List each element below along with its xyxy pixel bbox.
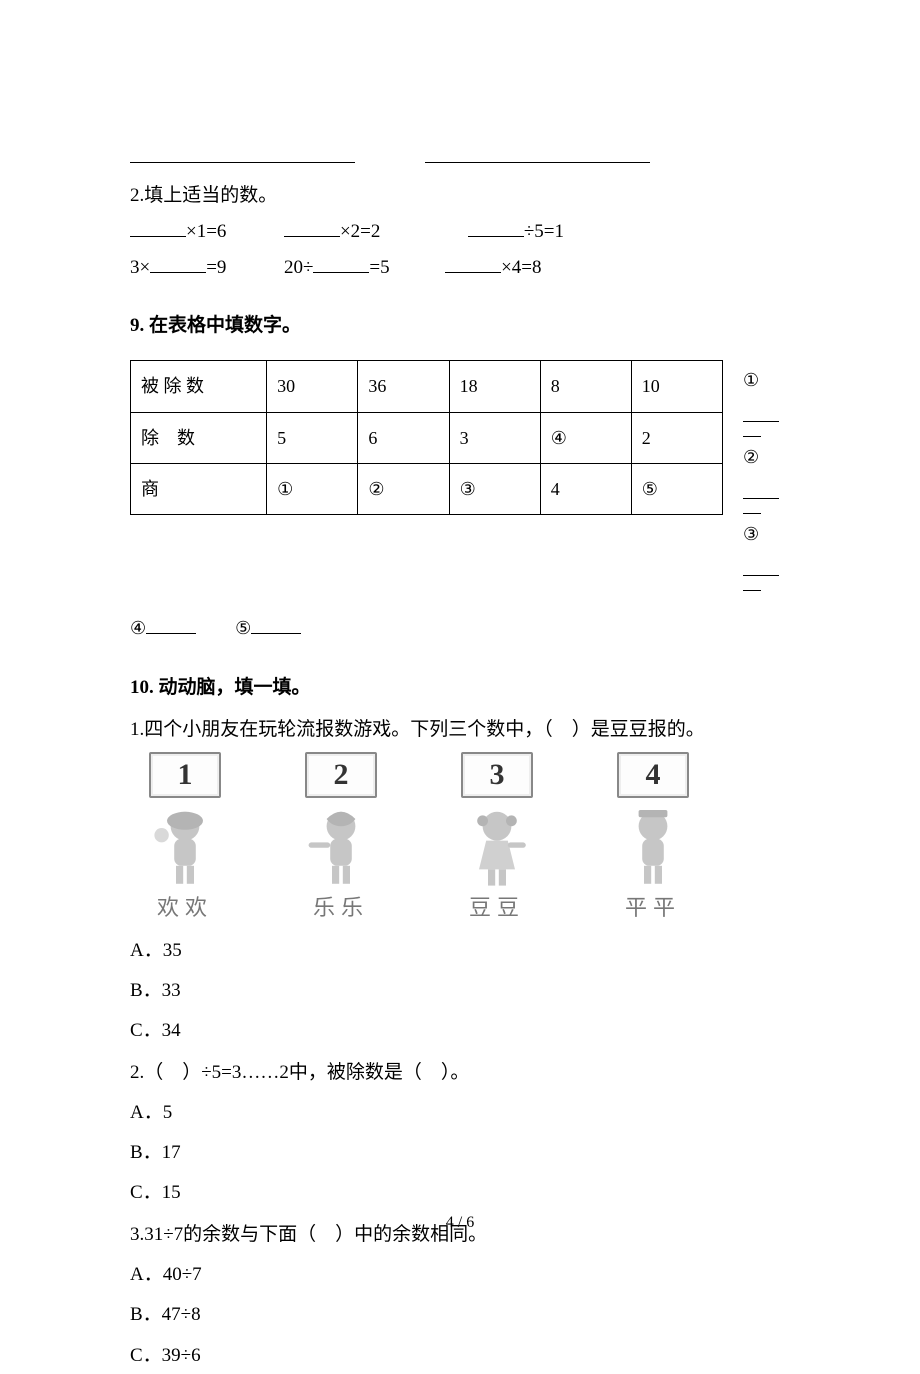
cell: 3 (449, 412, 540, 463)
side-label-3: ③ (743, 524, 759, 544)
q9-side-answers: ① ② ③ (743, 354, 790, 593)
side-blank-2[interactable] (743, 480, 779, 499)
side-rule-3 (743, 590, 761, 591)
child-name-2: 乐乐 (313, 887, 369, 929)
q2-r1-blank-c[interactable] (468, 217, 524, 237)
children-row: 1 欢欢 2 乐乐 (130, 752, 790, 929)
q2-r1-c-suffix: ÷5=1 (524, 221, 564, 242)
q2-block: 2.填上适当的数。 ×1=6 ×2=2 ÷5=1 3× =9 20÷ =5 ×4=8 (130, 178, 790, 286)
cell: 商 (131, 463, 267, 514)
cell: 2 (631, 412, 722, 463)
q2-r2-b-prefix: 20÷ (284, 257, 313, 278)
side-rule-2 (743, 513, 761, 514)
q2-r2-blank-b[interactable] (313, 253, 369, 273)
child-icon (296, 801, 386, 891)
q9-heading: 9. 在表格中填数字。 (130, 308, 790, 344)
cell: ① (267, 463, 358, 514)
cell: 30 (267, 361, 358, 412)
q9-extra-row: ④ ⑤ (130, 611, 790, 645)
option-b[interactable]: B．17 (130, 1135, 790, 1171)
child-icon (140, 801, 230, 891)
option-c[interactable]: C．34 (130, 1013, 790, 1049)
q2-r2-a-suffix: =9 (206, 257, 226, 278)
cell: 4 (540, 463, 631, 514)
number-card-4: 4 (617, 752, 689, 798)
child-3: 3 豆豆 (442, 752, 552, 929)
option-c[interactable]: C．15 (130, 1175, 790, 1211)
table-row: 除 数 5 6 3 ④ 2 (131, 412, 723, 463)
q2-row2: 3× =9 20÷ =5 ×4=8 (130, 250, 790, 286)
side-blank-3[interactable] (743, 557, 779, 576)
q2-r1-a-suffix: ×1=6 (186, 221, 226, 242)
q2-r1-blank-a[interactable] (130, 217, 186, 237)
child-name-1: 欢欢 (157, 887, 213, 929)
option-b[interactable]: B．33 (130, 973, 790, 1009)
child-name-3: 豆豆 (469, 887, 525, 929)
cell: 36 (358, 361, 449, 412)
q2-r1-b-suffix: ×2=2 (340, 221, 380, 242)
cell: ② (358, 463, 449, 514)
cell: 8 (540, 361, 631, 412)
blank-line-1a[interactable] (130, 143, 355, 163)
q2-r2-a-prefix: 3× (130, 257, 150, 278)
q9-table: 被 除 数 30 36 18 8 10 除 数 5 6 3 ④ 2 商 ① ② … (130, 360, 723, 515)
cell: ④ (540, 412, 631, 463)
extra-label-5: ⑤ (235, 618, 251, 638)
child-icon (608, 801, 698, 891)
q10-sub3-options: A．40÷7 B．47÷8 C．39÷6 (130, 1257, 790, 1373)
option-c[interactable]: C．39÷6 (130, 1338, 790, 1374)
blank-line-1b[interactable] (425, 143, 650, 163)
q2-r1-blank-b[interactable] (284, 217, 340, 237)
number-card-1: 1 (149, 752, 221, 798)
number-card-3: 3 (461, 752, 533, 798)
page: 2.填上适当的数。 ×1=6 ×2=2 ÷5=1 3× =9 20÷ =5 ×4=8… (0, 0, 920, 1302)
cell: 5 (267, 412, 358, 463)
top-blank-lines (130, 140, 790, 176)
option-b[interactable]: B．47÷8 (130, 1297, 790, 1333)
number-card-2: 2 (305, 752, 377, 798)
q10-sub1-options: A．35 B．33 C．34 (130, 933, 790, 1049)
side-blank-1[interactable] (743, 403, 779, 422)
cell: ③ (449, 463, 540, 514)
side-label-1: ① (743, 370, 759, 390)
child-icon (452, 801, 542, 891)
q10-heading: 10. 动动脑，填一填。 (130, 670, 790, 706)
side-label-2: ② (743, 447, 759, 467)
option-a[interactable]: A．40÷7 (130, 1257, 790, 1293)
option-a[interactable]: A．5 (130, 1095, 790, 1131)
child-2: 2 乐乐 (286, 752, 396, 929)
q2-row1: ×1=6 ×2=2 ÷5=1 (130, 214, 790, 250)
option-a[interactable]: A．35 (130, 933, 790, 969)
table-row: 被 除 数 30 36 18 8 10 (131, 361, 723, 412)
page-number: 4 / 6 (0, 1208, 920, 1238)
q10-sub2-options: A．5 B．17 C．15 (130, 1095, 790, 1211)
q10-sub1-text: 1.四个小朋友在玩轮流报数游戏。下列三个数中，（ ）是豆豆报的。 (130, 712, 790, 748)
q2-r2-c-suffix: ×4=8 (501, 257, 541, 278)
q2-heading: 2.填上适当的数。 (130, 178, 790, 214)
q2-r2-b-suffix: =5 (369, 257, 389, 278)
table-row: 商 ① ② ③ 4 ⑤ (131, 463, 723, 514)
extra-blank-4[interactable] (146, 615, 196, 634)
cell: 被 除 数 (131, 361, 267, 412)
cell: 10 (631, 361, 722, 412)
extra-label-4: ④ (130, 618, 146, 638)
extra-blank-5[interactable] (251, 615, 301, 634)
cell: ⑤ (631, 463, 722, 514)
q9-row: 被 除 数 30 36 18 8 10 除 数 5 6 3 ④ 2 商 ① ② … (130, 354, 790, 593)
q2-r2-blank-c[interactable] (445, 253, 501, 273)
cell: 6 (358, 412, 449, 463)
child-1: 1 欢欢 (130, 752, 240, 929)
child-name-4: 平平 (625, 887, 681, 929)
cell: 除 数 (131, 412, 267, 463)
cell: 18 (449, 361, 540, 412)
side-rule-1 (743, 436, 761, 437)
q10-sub2-text: 2.（ ）÷5=3……2中，被除数是（ ）。 (130, 1055, 790, 1091)
q2-r2-blank-a[interactable] (150, 253, 206, 273)
child-4: 4 平平 (598, 752, 708, 929)
